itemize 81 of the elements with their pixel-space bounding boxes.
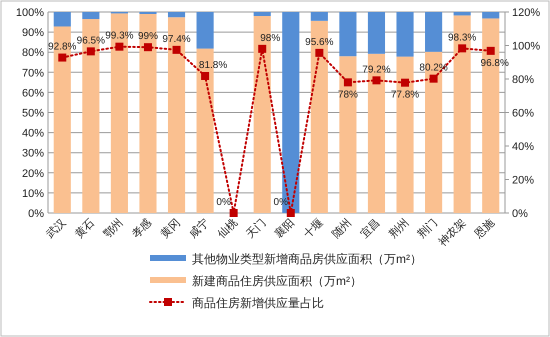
data-label: 99.3% [105,30,134,42]
y2-tick-label: 40% [512,141,534,153]
data-label: 95.6% [305,36,334,48]
data-label: 92.8% [48,42,77,53]
data-label: 96.5% [76,35,106,46]
bar [425,12,442,52]
y2-tick-label: 0% [512,208,528,220]
point [172,46,181,54]
point [430,74,438,83]
data-label: 81.8% [198,60,228,71]
bar [254,12,271,16]
point [58,54,66,62]
y-tick-label: 0% [28,208,44,220]
data-label: 99% [138,31,158,42]
data-label: 97.4% [162,34,191,45]
x-tick-label: 孝感 [129,216,154,241]
point [201,72,210,80]
point [144,43,152,52]
x-tick-label: 武汉 [44,216,68,241]
y-tick-label: 30% [22,148,44,160]
bar [196,12,214,49]
bar [368,12,386,54]
bar [168,12,186,18]
x-tick-label: 荆州 [386,216,412,241]
y-tick-label: 70% [22,67,44,80]
x-tick-label: 襄阳 [272,216,297,241]
x-tick-label: 咸宁 [186,216,212,241]
x-tick-label: 荆门 [414,216,440,241]
y-tick-label: 60% [22,87,44,100]
x-tick-label: 十堰 [300,216,326,241]
data-label: 78% [338,89,358,100]
bar [396,12,414,57]
point [458,44,466,52]
x-tick-label: 随州 [329,216,354,241]
x-tick-label: 恩施 [471,216,497,242]
y2-tick-label: 20% [512,174,534,186]
point [344,78,352,86]
data-label: 98% [260,32,280,44]
bar [482,12,500,18]
y2-tick-label: 80% [512,74,534,86]
y-tick-label: 90% [22,27,44,40]
bar [139,14,157,213]
x-tick-label: 宜昌 [358,216,383,241]
y-tick-label: 20% [22,168,44,180]
point [86,47,95,56]
point [286,209,295,217]
y2-tick-label: 100% [512,40,540,52]
x-tick-label: 天门 [244,216,268,241]
x-tick-label: 鄂州 [100,216,126,241]
point [372,76,380,84]
point [230,209,238,217]
legend-label: 其他物业类型新增商品房供应面积（万m²） [192,252,422,266]
y-tick-label: 40% [22,128,44,140]
y2-tick-label: 120% [512,7,540,19]
bar [454,12,471,16]
bar [339,56,356,213]
y-tick-label: 100% [16,7,44,19]
data-label: 0% [216,197,231,208]
data-label: 96.8% [480,58,509,69]
data-label: 80.2% [419,62,448,74]
bar [54,12,71,26]
y-tick-label: 10% [22,188,44,200]
legend-label: 商品住房新增供应量占比 [192,296,324,310]
legend-label: 新建商品住房供应面积（万m²） [192,274,362,288]
point [258,44,266,53]
data-label: 79.2% [362,64,391,76]
bar [310,12,328,21]
x-tick-label: 仙桃 [216,216,240,241]
point [401,78,410,87]
x-tick-label: 黄冈 [158,216,183,241]
point [315,48,324,57]
y-tick-label: 80% [22,47,44,60]
y-tick-label: 50% [22,108,44,120]
data-label: 77.8% [390,90,420,101]
bar [82,12,100,20]
point [486,46,495,55]
y2-tick-label: 60% [512,108,534,120]
point [115,42,124,51]
data-label: 98.3% [448,32,476,44]
x-tick-label: 黄石 [72,216,97,241]
bar [339,12,356,56]
